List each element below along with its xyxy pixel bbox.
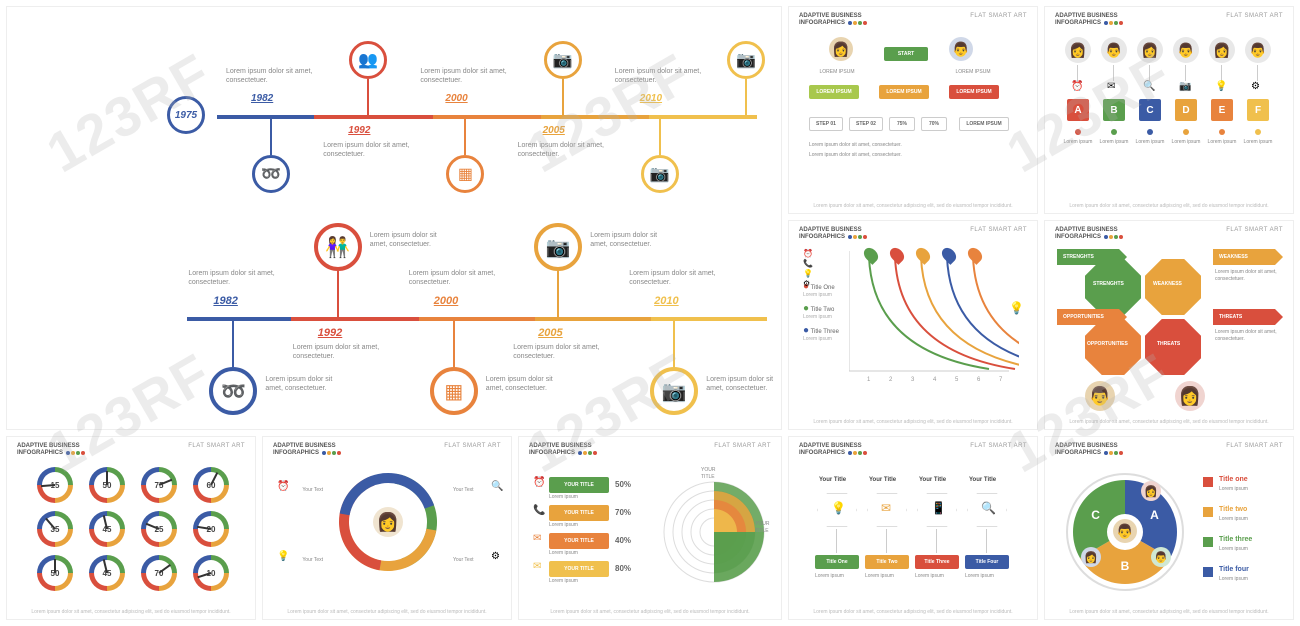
gauges-card: ADAPTIVE BUSINESSINFOGRAPHICS FLAT SMART… [6, 436, 256, 620]
gauge: 50 [89, 467, 125, 503]
gauge: 25 [141, 511, 177, 547]
wheel-card: ADAPTIVE BUSINESSINFOGRAPHICS FLAT SMART… [1044, 436, 1294, 620]
person-icon: 👨 [1173, 37, 1199, 63]
person-icon: 👨 [1085, 381, 1115, 411]
knot-icon: ➿ [252, 155, 290, 193]
card-header: ADAPTIVE BUSINESSINFOGRAPHICS [799, 13, 867, 27]
gauge: 50 [37, 555, 73, 591]
lorem-pill: LOREM IPSUM [879, 85, 929, 99]
card-footer: Lorem ipsum dolor sit amet, consectetur … [789, 203, 1037, 209]
svg-text:C: C [1091, 508, 1100, 522]
person-icon: 👨 [1245, 37, 1271, 63]
camera-icon: 📷 [641, 155, 679, 193]
letter-box: A [1067, 99, 1089, 121]
person-icon: 👩 [1209, 37, 1235, 63]
svg-text:1: 1 [867, 377, 871, 381]
person-icon: 👨 [949, 37, 973, 61]
timeline-card: 1975➿1982Lorem ipsum dolor sit amet, con… [6, 6, 782, 430]
svg-text:4: 4 [933, 377, 937, 381]
gauge: 20 [193, 511, 229, 547]
lorem-pill: LOREM IPSUM [809, 85, 859, 99]
people-icon: 👫 [314, 223, 362, 271]
people-icon: 👥 [349, 41, 387, 79]
letter-box: D [1175, 99, 1197, 121]
infographic-canvas: 123RF 123RF 123RF 123RF 123RF 123RF 1975… [0, 0, 1300, 626]
camera-icon: 📷 [727, 41, 765, 79]
gauge: 35 [37, 511, 73, 547]
gauge: 45 [89, 555, 125, 591]
lorem-pill: LOREM IPSUM [959, 117, 1009, 131]
swot-card: ADAPTIVE BUSINESSINFOGRAPHICS FLAT SMART… [1044, 220, 1294, 430]
svg-text:7: 7 [999, 377, 1003, 381]
pct-pill: 70% [921, 117, 947, 131]
step-pill: STEP 02 [849, 117, 883, 131]
step-pill: STEP 01 [809, 117, 843, 131]
card-header: ADAPTIVE BUSINESSINFOGRAPHICS [1055, 13, 1123, 27]
swot-arrow: WEAKNESS [1213, 249, 1283, 265]
camera-icon: 📷 [534, 223, 582, 271]
svg-text:5: 5 [955, 377, 959, 381]
curves-card: ADAPTIVE BUSINESSINFOGRAPHICS FLAT SMART… [788, 220, 1038, 430]
camera-icon: 📷 [650, 367, 698, 415]
gauge: 15 [37, 467, 73, 503]
svg-text:2: 2 [889, 377, 893, 381]
knot-icon: ➿ [209, 367, 257, 415]
person-icon: 👩 [1175, 381, 1205, 411]
letter-box: E [1211, 99, 1233, 121]
swot-arrow: THREATS [1213, 309, 1283, 325]
gauge: 75 [141, 467, 177, 503]
person-icon: 👩 [373, 507, 403, 537]
person-icon: 👨 [1113, 519, 1137, 543]
lorem-pill: LOREM IPSUM [949, 85, 999, 99]
flowchart-card: ADAPTIVE BUSINESSINFOGRAPHICS FLAT SMART… [788, 6, 1038, 214]
person-icon: 👩 [829, 37, 853, 61]
letter-box: F [1247, 99, 1269, 121]
swot-arrow: OPPORTUNITIES [1057, 309, 1127, 325]
cycle-card: ADAPTIVE BUSINESSINFOGRAPHICS FLAT SMART… [262, 436, 512, 620]
swot-arrow: STRENGHTS [1057, 249, 1127, 265]
radial-card: ADAPTIVE BUSINESSINFOGRAPHICS FLAT SMART… [518, 436, 782, 620]
hexflow-card: ADAPTIVE BUSINESSINFOGRAPHICS FLAT SMART… [788, 436, 1038, 620]
gauge: 60 [193, 467, 229, 503]
svg-text:3: 3 [911, 377, 915, 381]
camera-icon: 📷 [544, 41, 582, 79]
box-icon: ▦ [446, 155, 484, 193]
person-icon: 👩 [1137, 37, 1163, 63]
start-pill: START [884, 47, 928, 61]
svg-text:B: B [1121, 559, 1130, 573]
gauge: 10 [193, 555, 229, 591]
box-icon: ▦ [430, 367, 478, 415]
letter-box: B [1103, 99, 1125, 121]
letter-box: C [1139, 99, 1161, 121]
person-icon: 👩 [1065, 37, 1091, 63]
pct-pill: 75% [889, 117, 915, 131]
person-icon: 👨 [1101, 37, 1127, 63]
svg-text:A: A [1150, 508, 1159, 522]
letters-card: ADAPTIVE BUSINESSINFOGRAPHICS FLAT SMART… [1044, 6, 1294, 214]
card-tag: FLAT SMART ART [970, 13, 1027, 19]
gauge: 70 [141, 555, 177, 591]
gauge: 45 [89, 511, 125, 547]
svg-text:6: 6 [977, 377, 981, 381]
